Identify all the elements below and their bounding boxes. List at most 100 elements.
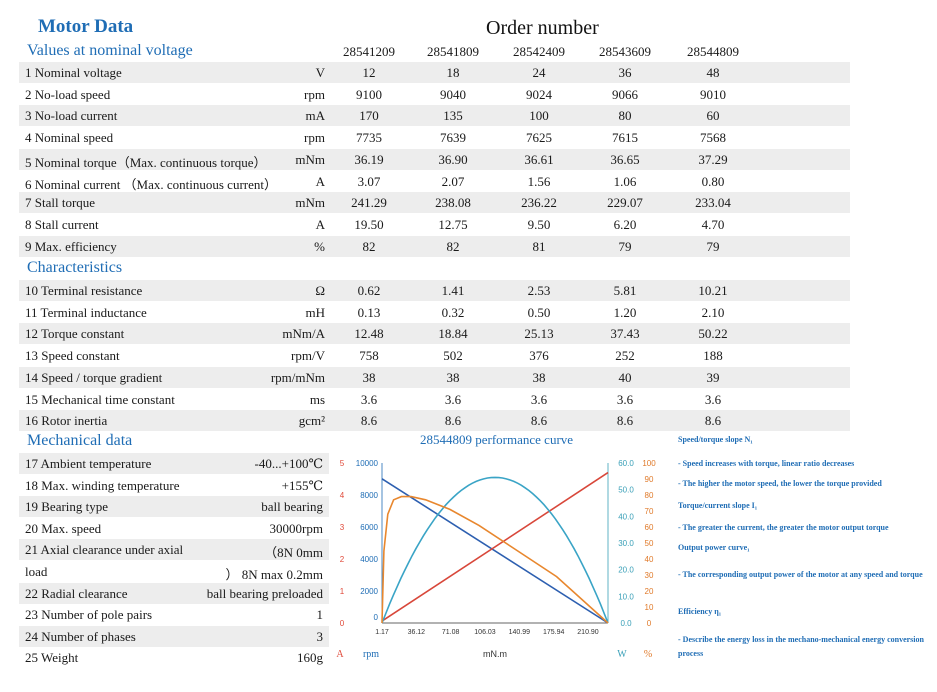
mechanical-row: 21 Axial clearance under axial （8N 0mm xyxy=(19,539,329,561)
row-value: 24 xyxy=(532,65,546,80)
row-value: 7639 xyxy=(440,130,466,146)
speed-axis-tick: 8000 xyxy=(360,491,378,500)
note-text: - Speed increases with torque, linear ra… xyxy=(678,459,855,468)
row-unit: rpm/mNm xyxy=(270,369,325,385)
row-value: 50.22 xyxy=(698,326,728,342)
row-value: 0.50 xyxy=(527,304,551,320)
series-efficiency xyxy=(381,495,609,624)
note-text: - The corresponding output power of the … xyxy=(678,570,923,579)
nominal-row: 7 Stall torque mNm 241.29 238.08 236.22 229.0… xyxy=(19,192,850,214)
power-axis-tick: 50.0 xyxy=(618,486,634,495)
row-value: 5.81 xyxy=(613,283,637,298)
mechanical-row: load ） 8N max 0.2mm xyxy=(19,561,329,582)
efficiency-axis-tick: 60 xyxy=(645,523,654,532)
row-value: 36.65 xyxy=(610,151,640,167)
row-value: 8.6 xyxy=(616,413,634,429)
row-value: 9010 xyxy=(700,86,726,102)
row-label: 9 Max. efficiency xyxy=(25,238,117,254)
row-value: 241.29 xyxy=(351,195,387,211)
section-characteristics-heading: Characteristics xyxy=(27,259,123,276)
row-value: 82 xyxy=(446,238,460,254)
row-value: 79 xyxy=(706,238,720,254)
row-value: 7735 xyxy=(356,130,382,146)
row-label: 4 Nominal speed xyxy=(25,130,114,146)
speed-axis-tick: 2000 xyxy=(360,587,378,596)
row-value: ball bearing xyxy=(261,499,323,515)
power-axis-tick: 10.0 xyxy=(618,592,634,601)
mechanical-row: 23 Number of pole pairs 1 xyxy=(19,604,329,625)
power-axis-tick: 0.0 xyxy=(620,619,632,628)
section-nominal-heading: Values at nominal voltage xyxy=(27,42,193,59)
mechanical-row: 18 Max. winding temperature +155℃ xyxy=(19,475,329,496)
order-number-heading: Order number xyxy=(486,17,599,39)
current-axis-tick: 3 xyxy=(340,523,345,532)
order-number-2: 28542409 xyxy=(513,44,565,59)
row-value: 3 xyxy=(316,628,324,644)
row-label: 18 Max. winding temperature xyxy=(25,477,180,493)
row-value: 7615 xyxy=(612,130,638,146)
row-label: 14 Speed / torque gradient xyxy=(25,369,163,385)
nominal-row: 3 No-load current mA 170 135 100 80 60 xyxy=(19,105,850,127)
row-label: 17 Ambient temperature xyxy=(25,456,152,471)
current-axis-tick: 2 xyxy=(340,555,345,564)
row-unit: rpm xyxy=(304,86,325,102)
section-mechanical-heading: Mechanical data xyxy=(27,432,133,449)
row-value: 233.04 xyxy=(695,195,731,211)
speed-axis-tick: 0 xyxy=(374,613,379,622)
characteristic-row: 13 Speed constant rpm/V 758 502 376 252 188 xyxy=(19,345,850,366)
row-value: 0.32 xyxy=(441,304,465,320)
row-value: 18.84 xyxy=(438,326,468,342)
row-value: 229.07 xyxy=(607,195,643,211)
mechanical-row: 24 Number of phases 3 xyxy=(19,625,329,647)
row-value: 3.6 xyxy=(704,391,722,407)
row-value: 38 xyxy=(362,369,376,385)
speed-axis-tick: 10000 xyxy=(356,459,379,468)
x-tick-label: 71.08 xyxy=(442,629,460,636)
page-title: Motor Data xyxy=(38,16,134,37)
row-label: 20 Max. speed xyxy=(25,520,102,536)
nominal-row: 2 No-load speed rpm 9100 9040 9024 9066 9010 xyxy=(19,84,850,105)
speed-axis-tick: 4000 xyxy=(360,555,378,564)
note-heading: Output power curve₁ xyxy=(678,543,750,552)
characteristic-row: 11 Terminal inductance mH 0.13 0.32 0.50 1.20… xyxy=(19,302,850,323)
row-value: 188 xyxy=(703,348,723,364)
row-value: 135 xyxy=(443,108,463,124)
row-unit: gcm² xyxy=(298,413,325,429)
row-value: 12.75 xyxy=(438,216,468,232)
row-value: 0.62 xyxy=(357,283,381,298)
row-value: 40 xyxy=(618,369,632,385)
row-value: 2.53 xyxy=(527,283,551,298)
efficiency-axis-tick: 20 xyxy=(645,587,654,596)
row-value: 48 xyxy=(706,65,720,80)
row-label: 7 Stall torque xyxy=(25,195,96,211)
note-heading: Speed/torque slope N₁ xyxy=(678,435,753,444)
row-label: 16 Rotor inertia xyxy=(25,413,108,429)
efficiency-axis-tick: 90 xyxy=(645,475,654,484)
row-value: ball bearing preloaded xyxy=(206,585,323,601)
x-tick-label: 106.03 xyxy=(474,629,496,636)
row-value: 170 xyxy=(359,108,379,124)
row-label: 12 Torque constant xyxy=(25,326,125,342)
row-value: 81 xyxy=(532,238,546,254)
row-label: 8 Stall current xyxy=(25,216,99,232)
row-value: 3.6 xyxy=(360,391,378,407)
row-unit: mH xyxy=(305,304,326,320)
efficiency-axis-tick: 10 xyxy=(645,603,654,612)
row-value: 1.56 xyxy=(527,173,551,189)
note-text: - The higher the motor speed, the lower … xyxy=(678,479,882,488)
row-value: 376 xyxy=(529,348,549,364)
nominal-row: 5 Nominal torque（Max. continuous torque）… xyxy=(19,148,850,170)
row-value: 9024 xyxy=(526,86,552,102)
row-unit: mA xyxy=(305,108,326,124)
mechanical-row: 20 Max. speed 30000rpm xyxy=(19,518,329,539)
power-axis-unit: W xyxy=(617,649,627,660)
current-axis-unit: A xyxy=(336,649,344,660)
row-value: 38 xyxy=(532,369,546,385)
row-value: 0.80 xyxy=(701,173,725,189)
series-current xyxy=(381,471,609,622)
efficiency-axis-tick: 100 xyxy=(642,459,656,468)
row-value: 60 xyxy=(706,108,720,124)
row-value: 8.6 xyxy=(360,413,378,429)
row-value: 25.13 xyxy=(524,326,554,342)
order-number-0: 28541209 xyxy=(343,44,395,59)
